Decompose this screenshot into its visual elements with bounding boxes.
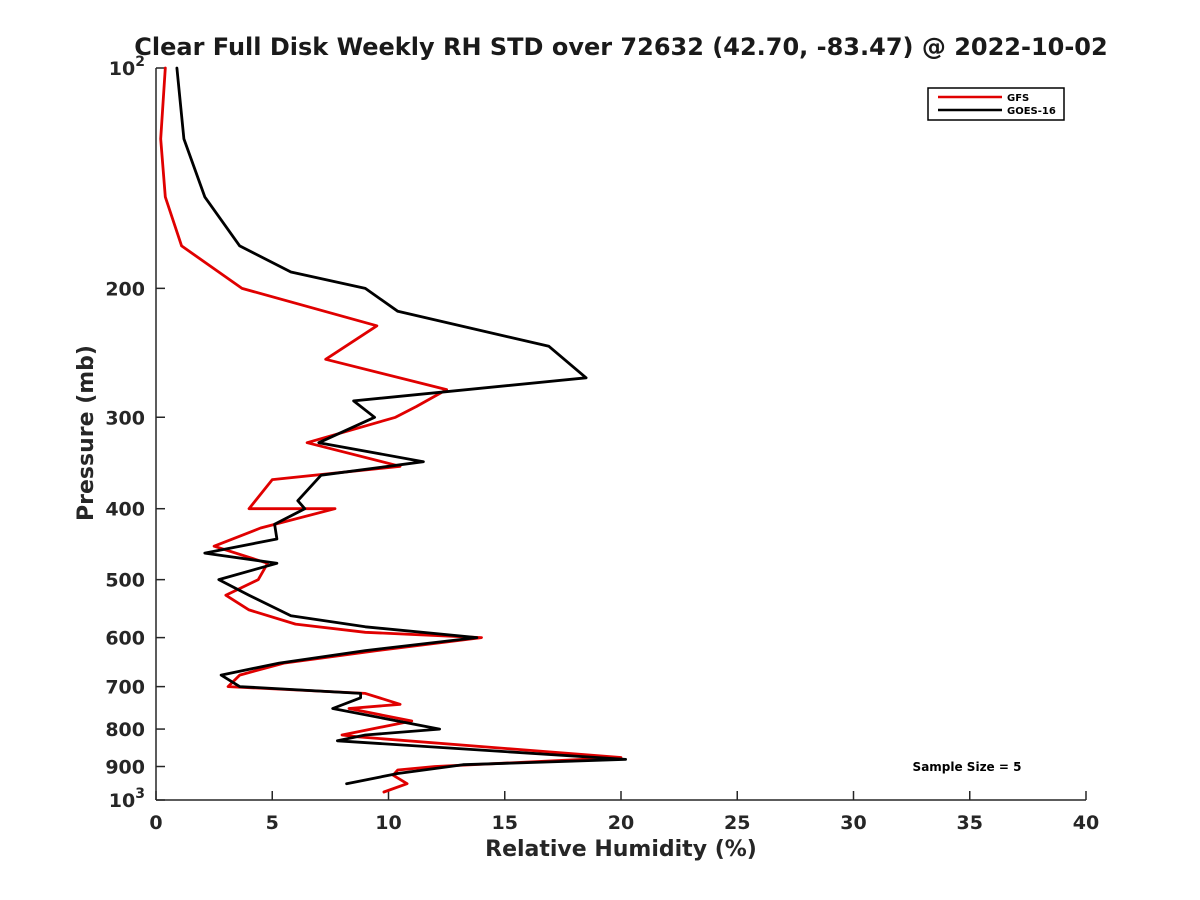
- x-tick-label: 0: [149, 812, 162, 834]
- y-tick-label: 300: [105, 407, 145, 429]
- y-tick-label: 800: [105, 719, 145, 741]
- x-tick-label: 10: [375, 812, 401, 834]
- x-tick-label: 40: [1073, 812, 1099, 834]
- y-tick-label: 500: [105, 570, 145, 592]
- x-tick-label: 25: [724, 812, 750, 834]
- series-line-gfs: [159, 66, 623, 794]
- y-tick-label: 400: [105, 499, 145, 521]
- y-tick-label: 200: [105, 278, 145, 300]
- series-line-goes-16: [175, 66, 627, 786]
- series-layer: [159, 66, 627, 794]
- x-axis-label: Relative Humidity (%): [485, 837, 757, 862]
- legend: GFS GOES-16: [927, 87, 1065, 121]
- y-tick-label: 700: [105, 677, 145, 699]
- y-tick-label: 900: [105, 757, 145, 779]
- x-tick-label: 15: [492, 812, 518, 834]
- x-tick-label: 5: [266, 812, 279, 834]
- y-tick-label: 102: [109, 54, 145, 80]
- legend-box: [927, 87, 1065, 121]
- x-tick-label: 35: [957, 812, 983, 834]
- y-tick-label: 103: [109, 786, 145, 812]
- y-tick-label: 600: [105, 628, 145, 650]
- plot-axes: 0 5 10 15 20 25 30 35 40 102 200 300 400 500 600 700 800…: [105, 54, 1099, 834]
- legend-label-gfs: GFS: [1007, 93, 1029, 104]
- sample-size-annotation: Sample Size = 5: [913, 760, 1022, 774]
- x-tick-label: 30: [840, 812, 866, 834]
- y-axis-label: Pressure (mb): [74, 345, 99, 521]
- legend-label-goes-16: GOES-16: [1007, 106, 1056, 117]
- chart-title: Clear Full Disk Weekly RH STD over 72632…: [134, 33, 1107, 61]
- x-tick-label: 20: [608, 812, 634, 834]
